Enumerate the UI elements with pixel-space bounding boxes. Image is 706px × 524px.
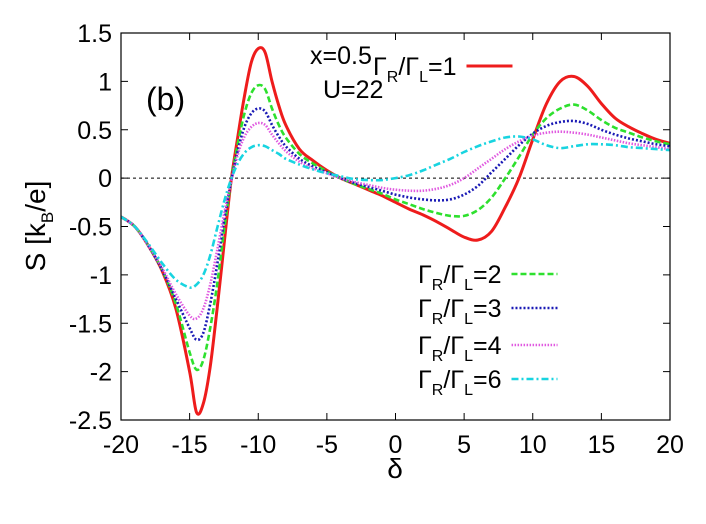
x-tick-label: -5 (316, 431, 338, 459)
y-tick-label: -1 (90, 262, 112, 290)
x-tick-label: 20 (656, 431, 684, 459)
y-axis-label: S [kB/e] (20, 181, 57, 272)
x-tick-label: 0 (389, 431, 403, 459)
x-axis-label: δ (387, 453, 403, 484)
legend-label-5: ΓR/ΓL=6 (418, 366, 501, 399)
series-line-1 (121, 46, 670, 416)
tick-layer: -20 -15 -10 -5 0 5 10 15 20 1.5 1 0.5 0 -0.5 -1 -1.5 -2 -… (69, 20, 684, 459)
legend-label-2: ΓR/ΓL=2 (418, 261, 501, 294)
x-tick-label: -10 (240, 431, 276, 459)
y-tick-label: 0.5 (77, 117, 112, 145)
legend: ΓR/ΓL=1 ΓR/ΓL=2ΓR/ΓL=3 ΓR/ΓL=4ΓR/ΓL=6 (373, 53, 558, 399)
y-tick-label: -2.5 (69, 407, 112, 435)
legend-label-3: ΓR/ΓL=3 (418, 295, 501, 328)
x-tick-label: -15 (172, 431, 208, 459)
y-tick-label: -2 (90, 359, 112, 387)
annotation-x: x=0.5 (310, 42, 372, 70)
x-tick-label: 15 (587, 431, 615, 459)
series-layer (121, 46, 670, 416)
x-tick-label: -20 (103, 431, 139, 459)
panel-label: (b) (146, 81, 185, 117)
y-tick-label: 1 (98, 68, 112, 96)
x-tick-label: 5 (457, 431, 471, 459)
series-line-2 (121, 83, 670, 372)
y-tick-label: -0.5 (69, 214, 112, 242)
legend-label-4: ΓR/ΓL=4 (418, 332, 502, 365)
y-tick-label: 0 (98, 165, 112, 193)
x-tick-label: 10 (519, 431, 547, 459)
annotation-u: U=22 (323, 76, 383, 104)
series-line-4 (121, 121, 670, 321)
y-tick-label: 1.5 (77, 20, 112, 48)
legend-label-1: ΓR/ΓL=1 (373, 53, 456, 86)
y-tick-label: -1.5 (69, 310, 112, 338)
series-line-5 (121, 135, 670, 289)
